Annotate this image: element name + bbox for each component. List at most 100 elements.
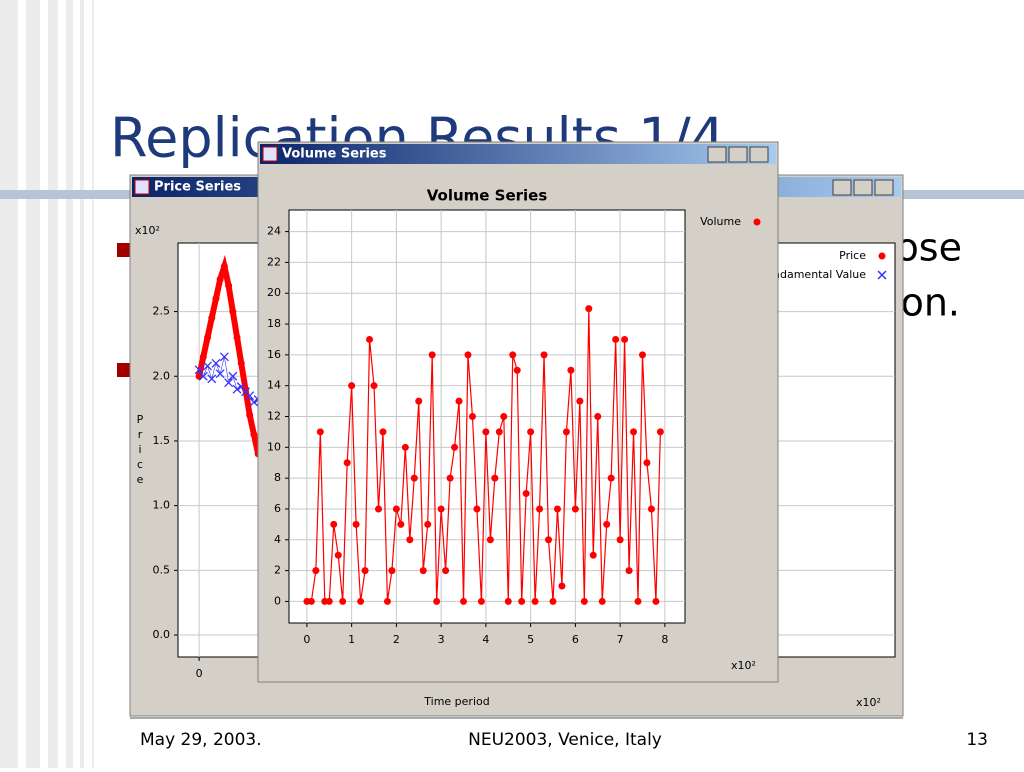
x-tick-label: 2 [393, 633, 400, 646]
window-title: Volume Series [282, 147, 387, 162]
bullet-text: on. [901, 281, 960, 325]
maximize-button[interactable] [853, 179, 873, 196]
data-marker [460, 597, 468, 605]
data-marker [208, 314, 216, 322]
x-multiplier: x10² [856, 696, 881, 709]
data-marker [598, 597, 606, 605]
data-marker [446, 474, 454, 482]
data-marker [603, 520, 611, 528]
plot-marks [303, 305, 664, 605]
data-marker [316, 428, 324, 436]
y-tick-label: 2 [274, 564, 281, 577]
data-marker [225, 282, 233, 290]
data-marker [500, 413, 508, 420]
x-tick-label: 3 [438, 633, 445, 646]
y-tick-label: 2.0 [153, 369, 171, 382]
data-marker [212, 295, 220, 303]
y-tick-label: 4 [274, 533, 281, 546]
data-marker [477, 597, 485, 605]
data-marker [410, 474, 418, 482]
data-marker [638, 351, 646, 359]
data-marker [343, 459, 351, 467]
data-marker [468, 413, 476, 420]
x-tick-label: 0 [196, 667, 203, 680]
data-marker [549, 597, 557, 605]
data-marker [451, 443, 459, 451]
y-tick-label: 10 [267, 440, 281, 453]
data-marker [491, 474, 499, 482]
legend-label: Price [839, 249, 866, 262]
data-marker [401, 443, 409, 451]
data-marker [571, 505, 579, 513]
y-tick-label: 20 [267, 286, 281, 299]
data-marker [246, 411, 254, 419]
data-marker [424, 520, 432, 528]
window-icon [262, 146, 278, 162]
data-marker [312, 567, 320, 575]
data-marker [442, 567, 450, 575]
data-marker [229, 308, 237, 316]
data-marker [643, 459, 651, 467]
data-marker [612, 335, 620, 343]
data-marker [198, 371, 208, 381]
data-marker [232, 384, 242, 394]
data-marker [580, 597, 588, 605]
y-tick-label: 14 [267, 379, 281, 392]
minimize-button[interactable] [832, 179, 852, 196]
data-marker [630, 428, 638, 436]
data-marker [339, 597, 347, 605]
legend-label: Volume [700, 215, 741, 228]
y-tick-label: 12 [267, 410, 281, 423]
y-tick-label: 0.0 [153, 628, 171, 641]
data-marker [250, 430, 258, 438]
data-marker [361, 567, 369, 575]
data-marker [567, 366, 575, 374]
data-marker [204, 333, 212, 341]
title-bar [260, 144, 776, 164]
data-marker [249, 397, 259, 407]
data-marker [199, 353, 207, 361]
data-marker [495, 428, 503, 436]
data-marker [531, 597, 539, 605]
data-marker [383, 597, 391, 605]
data-marker [576, 397, 584, 405]
legend-label: Fundamental Value [760, 268, 866, 281]
data-marker [334, 551, 342, 559]
data-marker [215, 369, 225, 379]
data-marker [589, 551, 597, 559]
minimize-button[interactable] [707, 146, 727, 163]
data-marker [348, 382, 356, 390]
y-tick-label: 2.5 [153, 305, 171, 318]
y-tick-label: 24 [267, 225, 281, 238]
data-marker [330, 520, 338, 528]
maximize-button[interactable] [728, 146, 748, 163]
data-marker [509, 351, 517, 359]
legend-marker [877, 270, 887, 280]
y-tick-label: 0 [274, 594, 281, 607]
data-marker [207, 374, 217, 384]
data-marker [455, 397, 463, 405]
window-icon [134, 179, 150, 195]
data-marker [228, 371, 238, 381]
y-tick-label: 18 [267, 317, 281, 330]
x-tick-label: 7 [617, 633, 624, 646]
x-tick-label: 0 [303, 633, 310, 646]
plot-marks [194, 254, 263, 458]
close-button[interactable] [874, 179, 894, 196]
window-title: Price Series [154, 180, 241, 195]
chart-title: Volume Series [427, 187, 548, 205]
close-button[interactable] [749, 146, 769, 163]
data-marker [388, 567, 396, 575]
data-marker [325, 597, 333, 605]
data-marker [522, 490, 530, 498]
data-marker [527, 428, 535, 436]
x-tick-label: 4 [482, 633, 489, 646]
data-marker [406, 536, 414, 544]
y-tick-label: 8 [274, 471, 281, 484]
footer-date: May 29, 2003. [140, 730, 262, 750]
data-marker [656, 428, 664, 436]
y-tick-label: 1.5 [153, 434, 171, 447]
data-marker [486, 536, 494, 544]
